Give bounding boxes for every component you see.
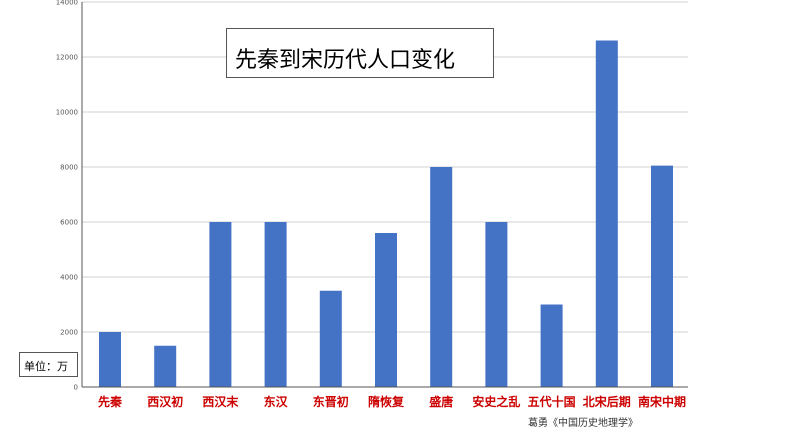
chart-title-box: 先秦到宋历代人口变化 bbox=[226, 28, 494, 78]
bar bbox=[651, 165, 673, 387]
chart-title: 先秦到宋历代人口变化 bbox=[235, 48, 456, 73]
y-tick-label: 14000 bbox=[56, 0, 78, 7]
x-category-label: 先秦 bbox=[98, 394, 122, 409]
y-tick-label: 2000 bbox=[60, 329, 78, 337]
bar bbox=[264, 222, 287, 387]
bar bbox=[595, 40, 618, 387]
axes bbox=[81, 2, 688, 388]
x-category-label: 南宋中期 bbox=[638, 394, 686, 409]
x-category-label: 西汉末 bbox=[202, 394, 239, 409]
bar bbox=[375, 233, 397, 387]
source-citation: 葛勇《中国历史地理学》 bbox=[528, 418, 638, 429]
y-tick-label: 8000 bbox=[60, 164, 78, 172]
x-category-label: 五代十国 bbox=[528, 394, 576, 409]
y-tick-label: 12000 bbox=[56, 54, 78, 62]
unit-label: 单位：万 bbox=[24, 360, 68, 373]
bar bbox=[485, 222, 508, 387]
y-tick-label: 10000 bbox=[56, 109, 78, 117]
x-axis-labels: 先秦 西汉初 西汉末 东汉 东晋初 隋恢复 盛唐 安史之乱 五代十国 北宋后期 南宋中期 bbox=[98, 394, 686, 409]
x-category-label: 隋恢复 bbox=[368, 394, 405, 409]
bar bbox=[540, 304, 563, 387]
bar bbox=[99, 332, 121, 387]
bar bbox=[430, 167, 453, 387]
bar bbox=[319, 290, 342, 387]
bars bbox=[99, 40, 673, 387]
x-category-label: 西汉初 bbox=[147, 394, 183, 409]
x-category-label: 东汉 bbox=[264, 394, 289, 409]
x-category-label: 安史之乱 bbox=[472, 394, 520, 409]
y-tick-label: 6000 bbox=[60, 219, 78, 227]
x-category-label: 北宋后期 bbox=[583, 394, 631, 409]
unit-label-box: 单位：万 bbox=[19, 352, 78, 377]
y-axis-ticks: 0 2000 4000 6000 8000 10000 12000 14000 bbox=[56, 0, 78, 392]
y-tick-label: 0 bbox=[74, 384, 78, 392]
y-tick-label: 4000 bbox=[60, 274, 78, 282]
bar bbox=[209, 222, 232, 387]
x-category-label: 盛唐 bbox=[429, 394, 453, 409]
bar bbox=[154, 345, 177, 387]
x-category-label: 东晋初 bbox=[313, 394, 349, 409]
